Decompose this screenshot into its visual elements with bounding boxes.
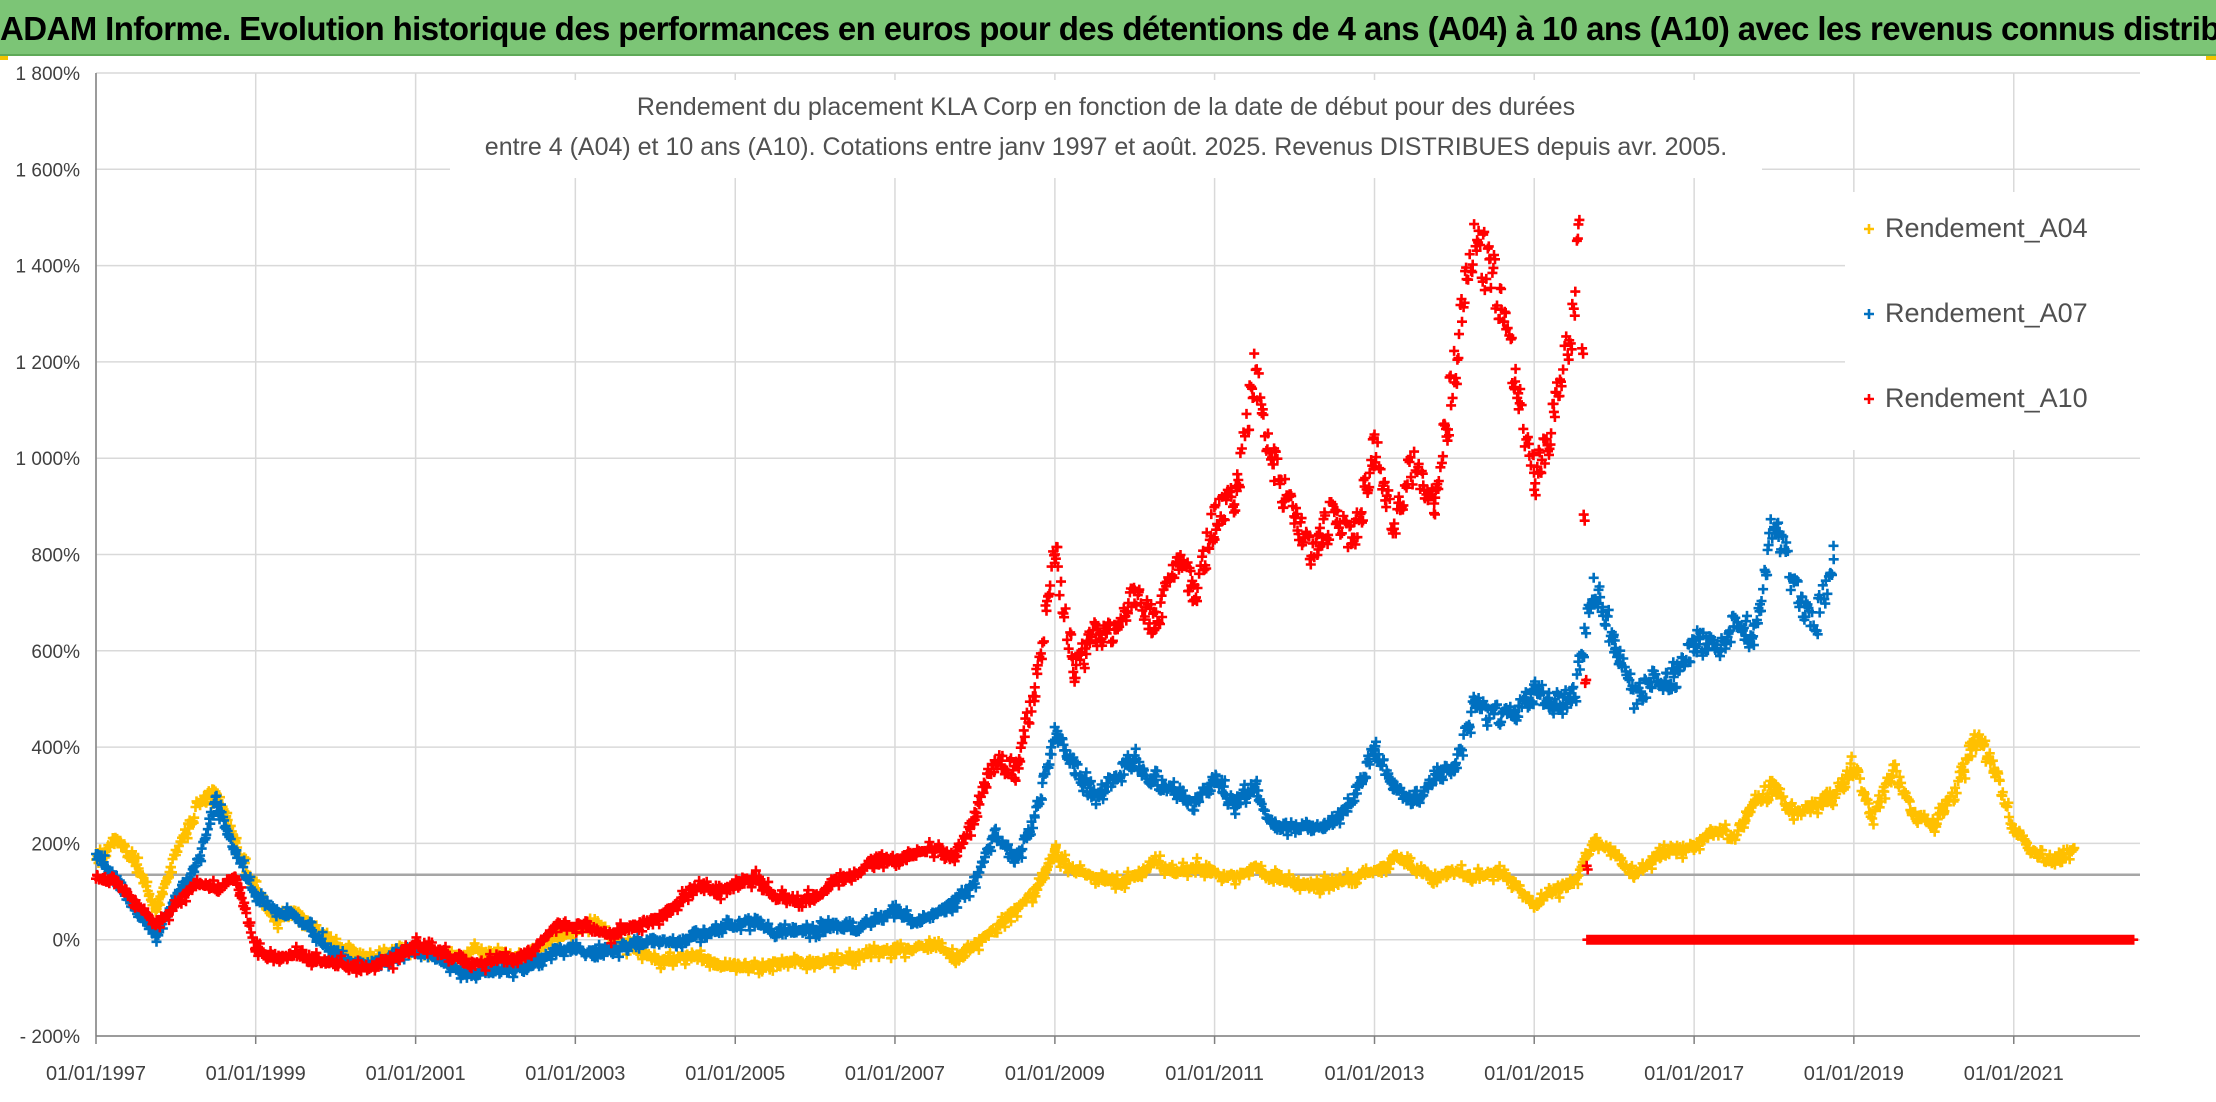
x-tick-label: 01/01/2007 [845,1063,945,1085]
y-tick-label: 400% [31,738,80,759]
chart-title-line: Rendement du placement KLA Corp en fonct… [637,93,1575,121]
legend-label: Rendement_A10 [1885,383,2088,413]
y-tick-label: 600% [31,642,80,663]
y-tick-label: 800% [31,546,80,567]
series-Rendement_A10 [91,144,2139,978]
chart-title-background [450,80,1762,178]
y-tick-label: 1 000% [16,449,81,470]
series-Rendement_A07 [91,514,1839,984]
x-tick-label: 01/01/2003 [525,1063,625,1085]
x-tick-label: 01/01/2001 [366,1063,466,1085]
y-tick-label: 0% [53,931,81,952]
legend-background [1845,192,2141,450]
legend: Rendement_A04 Rendement_A07 Rendement_A10 [1845,192,2141,450]
x-tick-label: 01/01/2019 [1804,1063,1904,1085]
x-tick-label: 01/01/2009 [1005,1063,1105,1085]
x-tick-label: 01/01/2015 [1484,1063,1584,1085]
x-tick-label: 01/01/1997 [46,1063,146,1085]
legend-marker [1864,309,1874,319]
legend-label: Rendement_A07 [1885,298,2088,328]
chart-title-line: entre 4 (A04) et 10 ans (A10). Cotations… [485,133,1727,161]
x-tick-label: 01/01/1999 [206,1063,306,1085]
axes: - 200% 0% 200% 400% 600% 800% 1 000% 1 200% 1 40… [16,64,2140,1085]
legend-marker [1864,224,1874,234]
header-title: ADAM Informe. Evolution historique des p… [0,10,2216,47]
legend-marker [1864,394,1874,404]
data-series [91,144,2139,984]
x-tick-label: 01/01/2021 [1964,1063,2064,1085]
x-tick-label: 01/01/2013 [1324,1063,1424,1085]
x-tick-label: 01/01/2011 [1165,1063,1264,1085]
corner-accent-right [2206,56,2216,60]
header-banner: ADAM Informe. Evolution historique des p… [0,0,2216,56]
corner-accent-left [0,56,8,60]
x-tick-label: 01/01/2017 [1644,1063,1744,1085]
y-tick-label: 200% [31,834,80,855]
series-markers-Rendement_A07 [91,514,1839,984]
legend-label: Rendement_A04 [1885,213,2088,243]
series-markers-Rendement_A10 [91,144,2139,978]
y-tick-label: 1 600% [16,160,81,181]
y-tick-label: 1 800% [16,64,81,85]
y-tick-label: - 200% [20,1027,80,1048]
y-tick-label: 1 400% [16,257,81,278]
chart-title-area: Rendement du placement KLA Corp en fonct… [450,80,1762,178]
x-tick-label: 01/01/2005 [685,1063,785,1085]
y-tick-label: 1 200% [16,353,81,374]
